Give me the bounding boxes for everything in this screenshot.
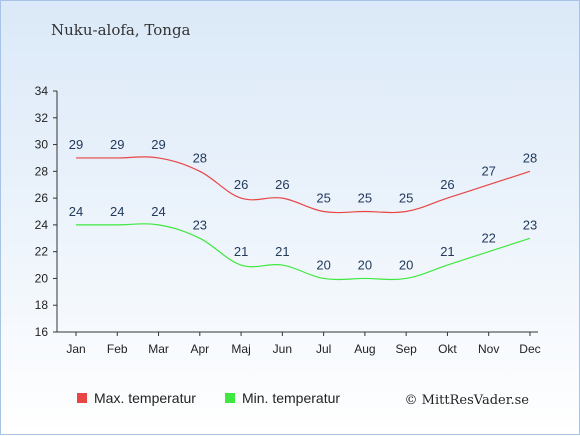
legend-label-min: Min. temperatur xyxy=(242,390,340,406)
x-tick-label: Jun xyxy=(273,342,292,356)
y-tick-label: 18 xyxy=(35,298,49,312)
data-label: 23 xyxy=(193,217,207,232)
x-tick-label: Sep xyxy=(395,342,417,356)
legend: Max. temperatur Min. temperatur xyxy=(77,390,340,406)
axes: 16 18 20 22 24 26 28 30 32 34 Jan Feb Mar Apr Maj Jun Ju… xyxy=(35,84,541,356)
y-tick-label: 34 xyxy=(35,84,49,98)
data-label: 20 xyxy=(399,257,413,272)
y-tick-label: 16 xyxy=(35,325,49,339)
max-temperature-line xyxy=(76,156,531,214)
data-label: 21 xyxy=(275,244,289,259)
data-label: 25 xyxy=(399,191,413,206)
data-label: 29 xyxy=(151,137,165,152)
data-label: 20 xyxy=(358,257,372,272)
chart-title: Nuku-alofa, Tonga xyxy=(51,21,191,39)
x-tick-label: Jan xyxy=(66,342,85,356)
x-tick-label: Dec xyxy=(519,342,540,356)
legend-swatch-max xyxy=(77,393,87,403)
min-temperature-line xyxy=(76,223,531,281)
x-tick-label: Mar xyxy=(148,342,169,356)
data-label: 25 xyxy=(316,191,330,206)
data-label: 21 xyxy=(440,244,454,259)
data-label: 20 xyxy=(316,257,330,272)
y-tick-label: 24 xyxy=(35,218,49,232)
data-label: 23 xyxy=(523,217,537,232)
data-label: 22 xyxy=(481,231,495,246)
x-tick-label: Okt xyxy=(438,342,457,356)
series-lines xyxy=(76,156,531,281)
data-label: 26 xyxy=(275,177,289,192)
x-tick-label: Apr xyxy=(190,342,209,356)
data-label: 21 xyxy=(234,244,248,259)
y-tick-label: 20 xyxy=(35,271,49,285)
legend-swatch-min xyxy=(225,393,235,403)
y-tick-label: 22 xyxy=(35,245,49,259)
x-tick-label: Feb xyxy=(107,342,128,356)
data-label: 27 xyxy=(481,164,495,179)
x-tick-label: Maj xyxy=(231,342,250,356)
credit-text: © MittResVader.se xyxy=(405,393,530,408)
x-tick-label: Aug xyxy=(354,342,375,356)
data-label: 29 xyxy=(110,137,124,152)
data-label: 28 xyxy=(523,150,537,165)
data-label: 24 xyxy=(151,204,165,219)
data-label: 26 xyxy=(440,177,454,192)
y-tick-label: 30 xyxy=(35,138,49,152)
data-label: 24 xyxy=(69,204,83,219)
data-label: 24 xyxy=(110,204,124,219)
data-labels: 29 29 29 28 26 26 25 25 25 26 27 28 24 24 24 23 21 21 20 20… xyxy=(69,137,537,273)
data-label: 28 xyxy=(193,150,207,165)
legend-label-max: Max. temperatur xyxy=(94,390,196,406)
data-label: 26 xyxy=(234,177,248,192)
y-tick-label: 28 xyxy=(35,164,49,178)
x-tick-label: Jul xyxy=(316,342,331,356)
y-tick-label: 32 xyxy=(35,111,49,125)
data-label: 25 xyxy=(358,191,372,206)
data-label: 29 xyxy=(69,137,83,152)
x-tick-label: Nov xyxy=(478,342,499,356)
y-tick-label: 26 xyxy=(35,191,49,205)
